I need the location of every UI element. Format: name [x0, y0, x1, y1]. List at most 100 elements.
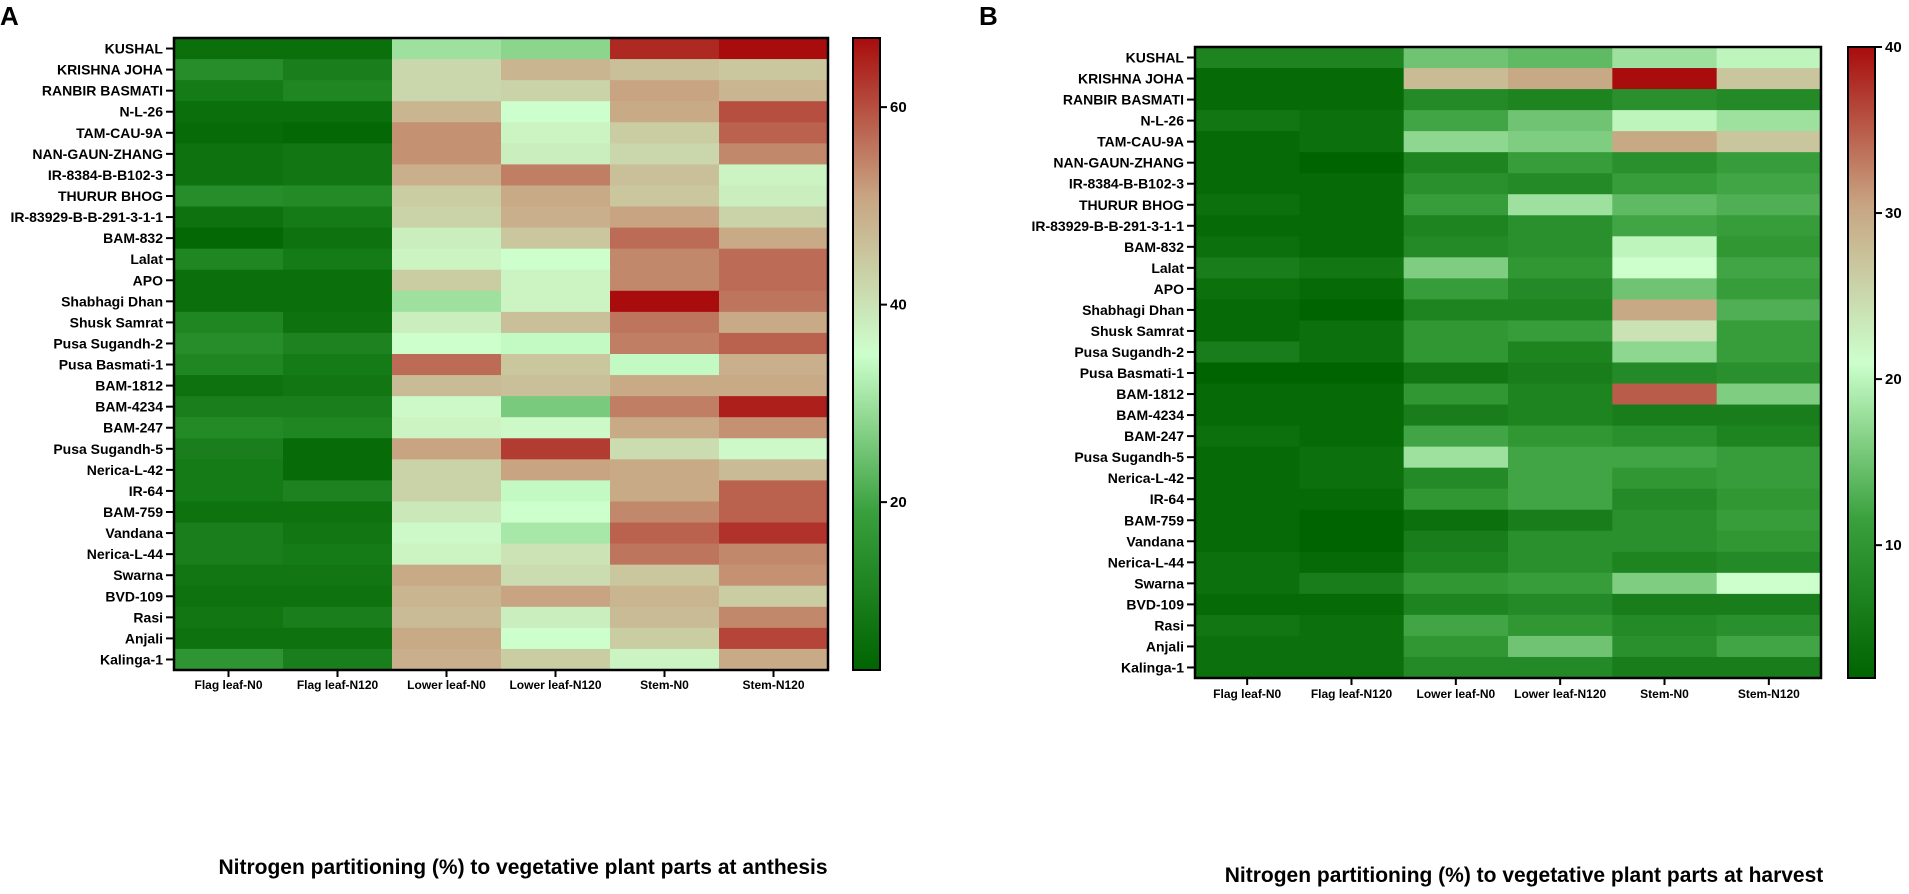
panel-a-cell [392, 375, 502, 397]
panel-a-row-label: APO [133, 272, 163, 288]
panel-a-cell [283, 627, 393, 650]
panel-a-row-labels: KUSHAL KRISHNA JOHA RANBIR BASMATI N-L-26 TA… [10, 41, 174, 667]
panel-a-cell [392, 206, 502, 229]
panel-b-cell [1612, 635, 1718, 658]
panel-a-cell [174, 543, 284, 566]
panel-a-row-label: Pusa Basmati-1 [59, 357, 163, 373]
panel-a-cell [610, 375, 720, 397]
panel-b-cell [1195, 488, 1300, 511]
panel-b-cell [1612, 215, 1718, 237]
panel-b-cell [1612, 383, 1718, 406]
panel-b-cell [1195, 68, 1300, 90]
panel-a-cell [174, 311, 284, 334]
panel-a-cell [719, 438, 829, 460]
panel-a-cell [174, 59, 284, 81]
panel-a-cell [283, 585, 393, 608]
panel-a-cell [174, 38, 284, 60]
panel-b-cell [1716, 572, 1822, 595]
panel-b-cell [1612, 551, 1718, 574]
panel-a-cell [501, 38, 611, 60]
panel-b-cell [1508, 467, 1613, 490]
panel-a-x-axis-title: Nitrogen partitioning (%) to vegetative … [218, 856, 827, 879]
panel-a-cell [392, 185, 502, 208]
panel-a-row-label: Pusa Sugandh-2 [53, 335, 163, 351]
panel-b-cell [1716, 110, 1822, 132]
panel-b-cell [1195, 152, 1300, 174]
panel-b-row-label: KRISHNA JOHA [1078, 71, 1184, 87]
panel-a-column-label: Lower leaf-N0 [407, 678, 486, 692]
panel-a-row-label: Swarna [113, 567, 163, 583]
panel-a-cell [283, 459, 393, 481]
panel-a-cell [610, 101, 720, 123]
panel-b-cell [1403, 572, 1509, 595]
panel-b-cell [1299, 152, 1405, 174]
panel-a-cell [392, 501, 502, 524]
panel-b-column-label: Stem-N120 [1738, 687, 1800, 701]
panel-b-cell [1195, 467, 1300, 490]
panel-b-cell [1299, 110, 1405, 132]
panel-b-cell [1508, 131, 1613, 153]
panel-b-cell [1299, 446, 1405, 469]
panel-a-cell [283, 185, 393, 208]
panel-a-cell [501, 522, 611, 545]
panel-b-cell [1716, 425, 1822, 448]
panel-b-cell [1612, 509, 1718, 532]
panel-b-cell [1195, 110, 1300, 132]
panel-b-cell [1716, 551, 1822, 574]
panel-a-cell [501, 501, 611, 524]
panel-a-cell [719, 543, 829, 566]
panel-a-cell [283, 564, 393, 587]
panel-a-cell [283, 648, 393, 671]
panel-b-cell [1508, 320, 1613, 343]
panel-b-row-label: Swarna [1134, 575, 1184, 591]
panel-a-cell [174, 564, 284, 587]
panel-a-row-label: Nerica-L-44 [87, 546, 163, 562]
panel-a-cell [610, 227, 720, 250]
panel-b: B KUSHAL KRISHNA JOHA RANBIR BASMATI N-L-26… [979, 1, 1902, 887]
panel-b-row-label: IR-83929-B-B-291-3-1-1 [1031, 218, 1184, 234]
panel-b-cell [1612, 656, 1718, 679]
panel-a-cell [392, 101, 502, 123]
panel-b-cell [1299, 467, 1405, 490]
panel-a-row-label: Shusk Samrat [70, 314, 164, 330]
panel-b-cell [1508, 89, 1613, 111]
panel-a-cell [501, 627, 611, 650]
panel-b-cell [1403, 278, 1509, 300]
panel-a-cell [392, 606, 502, 629]
panel-a-cell [501, 143, 611, 165]
panel-b-cell [1508, 341, 1613, 364]
panel-a-cell [174, 164, 284, 187]
panel-b-cell [1508, 68, 1613, 90]
panel-b-cell [1403, 89, 1509, 111]
panel-a-cell [283, 543, 393, 566]
panel-b-cell [1612, 152, 1718, 174]
panel-a-cell [283, 417, 393, 439]
panel-a-cell [719, 585, 829, 608]
panel-b-row-label: THURUR BHOG [1079, 197, 1184, 213]
panel-b-cell [1716, 467, 1822, 490]
panel-b-cell [1612, 404, 1718, 427]
panel-b-cell [1299, 320, 1405, 343]
panel-a-cell [392, 311, 502, 334]
panel-a-cell [501, 332, 611, 355]
panel-a-cell [610, 354, 720, 376]
panel-b-plot-frame [1193, 45, 1823, 680]
panel-b-cell [1612, 131, 1718, 153]
panel-a-cell [610, 396, 720, 418]
panel-a-cell [719, 354, 829, 376]
panel-b-cell [1299, 68, 1405, 90]
panel-b-cell [1716, 320, 1822, 343]
panel-a-colorbar: 20 40 60 [852, 37, 907, 671]
panel-a-row-label: Kalinga-1 [100, 651, 163, 667]
panel-b-cell [1195, 215, 1300, 237]
panel-b-cell [1299, 257, 1405, 279]
panel-b-cell [1612, 362, 1718, 385]
panel-a-cell [501, 101, 611, 123]
panel-a-cell [719, 501, 829, 524]
panel-a-cell [610, 564, 720, 587]
panel-a-cell [501, 206, 611, 229]
panel-b-row-label: KUSHAL [1126, 50, 1185, 66]
panel-a-column-labels: Flag leaf-N0 Flag leaf-N120 Lower leaf-N0 L… [194, 670, 805, 692]
panel-a-cell [719, 227, 829, 250]
